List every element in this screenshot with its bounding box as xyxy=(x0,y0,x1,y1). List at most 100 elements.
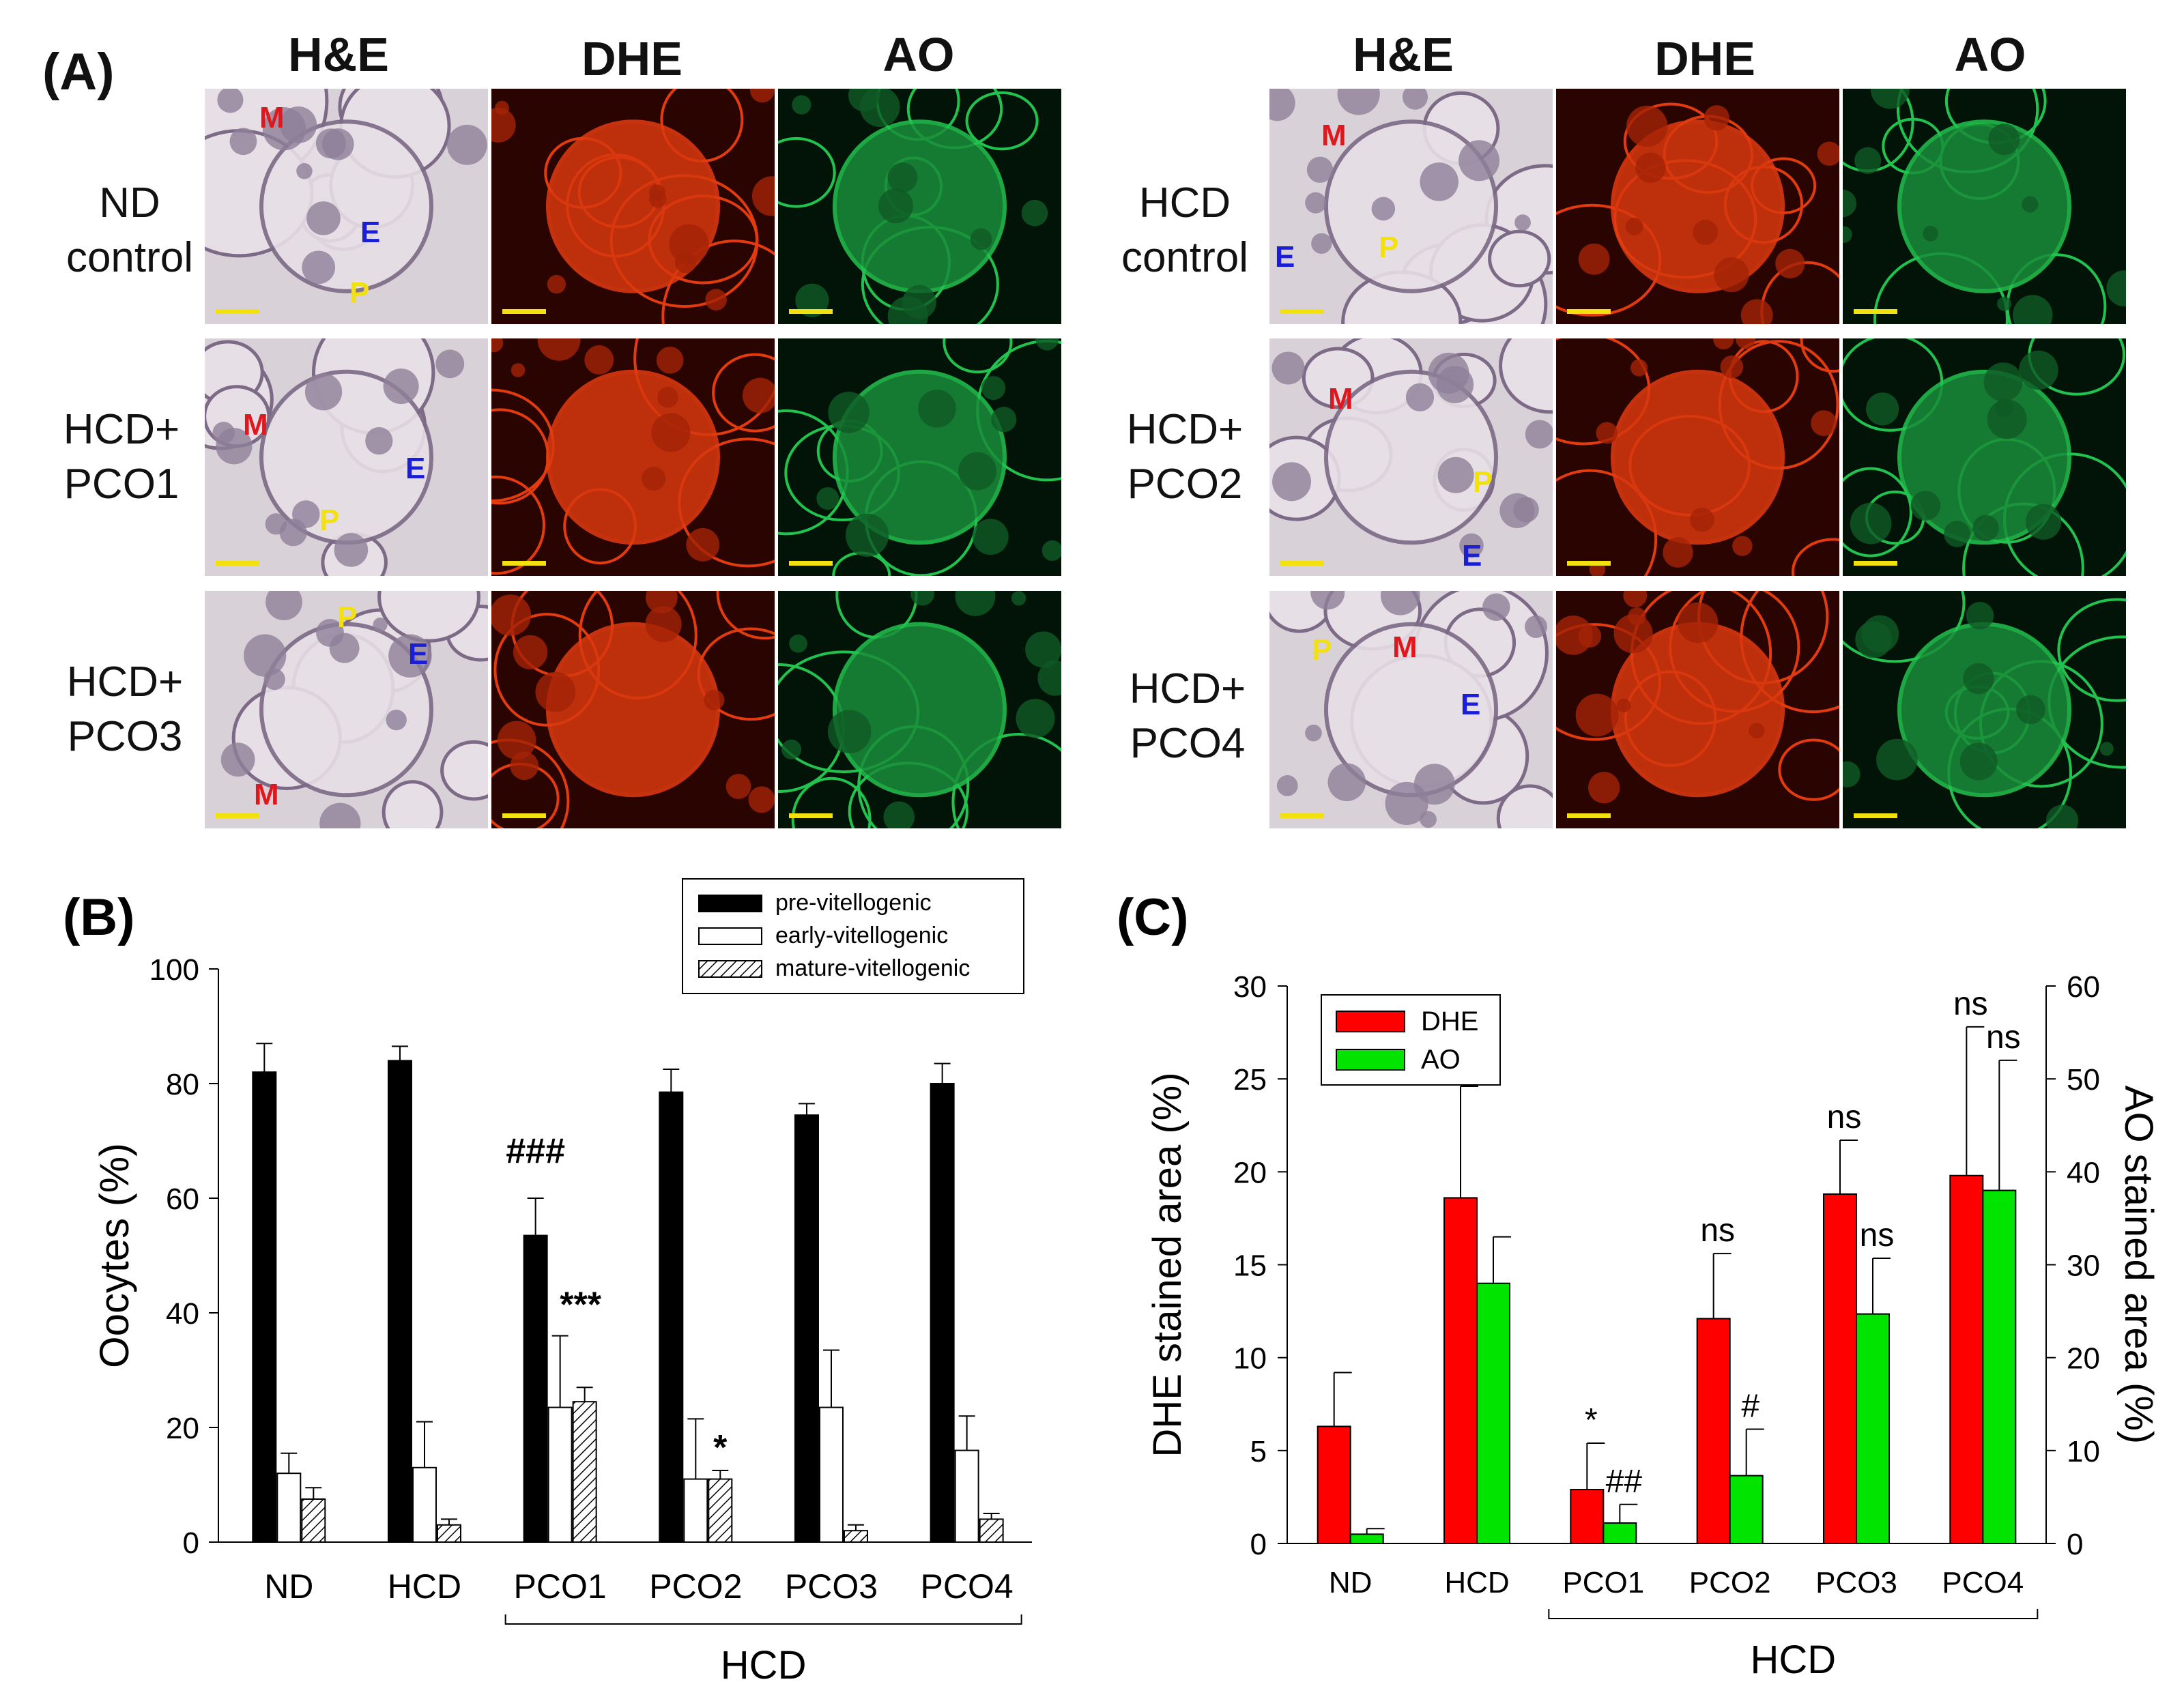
bar-pre-vitellogenic-PCO4 xyxy=(930,1083,955,1543)
scale-bar xyxy=(1854,561,1897,566)
legend-label: AO xyxy=(1421,1045,1461,1075)
y2-tick-label: 20 xyxy=(2067,1342,2100,1376)
legend-label: DHE xyxy=(1421,1006,1478,1036)
col-head-ao-left: AO xyxy=(882,28,955,81)
scale-bar xyxy=(1854,813,1897,818)
annotation: ### xyxy=(506,1131,565,1171)
y2-tick-label: 30 xyxy=(2067,1249,2100,1283)
bar-mature-vitellogenic-HCD xyxy=(436,1524,461,1543)
micrograph-right-dhe-1 xyxy=(1556,338,1839,576)
x-tick-label: PCO2 xyxy=(1689,1566,1771,1599)
marker-m: M xyxy=(1328,382,1353,416)
scale-bar xyxy=(1567,561,1611,566)
x-tick-label: PCO4 xyxy=(1942,1566,2024,1599)
micrograph-left-ao-0 xyxy=(778,89,1061,324)
marker-m: M xyxy=(1392,630,1418,664)
y-axis-label: DHE stained area (%) xyxy=(1145,1072,1190,1457)
bar-early-vitellogenic-PCO3 xyxy=(818,1406,844,1543)
legend-swatch xyxy=(698,960,762,978)
marker-p: P xyxy=(1312,633,1332,667)
bar-DHE-ND xyxy=(1317,1425,1351,1544)
bar-pre-vitellogenic-HCD xyxy=(387,1060,412,1543)
marker-p: P xyxy=(349,276,370,310)
bar-early-vitellogenic-PCO1 xyxy=(547,1406,573,1543)
y2-tick-label: 10 xyxy=(2067,1435,2100,1468)
bar-pre-vitellogenic-PCO1 xyxy=(523,1234,548,1543)
marker-p: P xyxy=(1379,231,1399,264)
col-head-dhe-right: DHE xyxy=(1654,32,1755,85)
micrograph-right-ao-1 xyxy=(1843,338,2126,576)
scale-bar xyxy=(789,561,833,566)
micrograph-right-ao-2 xyxy=(1843,591,2126,828)
bar-mature-vitellogenic-PCO4 xyxy=(979,1518,1004,1543)
scale-bar xyxy=(216,309,259,314)
bar-AO-PCO2 xyxy=(1729,1475,1764,1544)
marker-e: E xyxy=(1462,539,1482,572)
marker-e: E xyxy=(405,452,426,485)
annotation: ns xyxy=(1986,1019,2021,1056)
bar-early-vitellogenic-HCD xyxy=(412,1466,437,1543)
y2-tick-label: 40 xyxy=(2067,1156,2100,1189)
x-tick-label: PCO3 xyxy=(1815,1566,1897,1599)
scale-bar xyxy=(789,309,833,314)
marker-p: P xyxy=(319,504,340,537)
micrograph-left-ao-1 xyxy=(778,338,1061,576)
micrograph-left-ao-2 xyxy=(778,591,1061,828)
y2-tick-label: 60 xyxy=(2067,970,2100,1004)
bar-mature-vitellogenic-PCO2 xyxy=(708,1478,733,1543)
chart-b: (B) 0 20 40 60 80 100 Oocytes (%) ND HCD PCO1 PCO2… xyxy=(63,878,1032,1687)
y-axis-label: Oocytes (%) xyxy=(91,1143,137,1368)
scale-bar xyxy=(1567,309,1611,314)
marker-m: M xyxy=(243,408,268,441)
micrograph-right-he-0 xyxy=(1269,89,1553,324)
legend-swatch xyxy=(698,895,762,912)
y-tick-label: 10 xyxy=(1233,1342,1267,1376)
annotation: ns xyxy=(1700,1213,1735,1249)
micrograph-left-dhe-2 xyxy=(491,591,775,828)
bar-AO-PCO1 xyxy=(1603,1522,1637,1545)
y2-tick-label: 50 xyxy=(2067,1063,2100,1097)
panel-b-letter: (B) xyxy=(63,888,135,946)
col-head-ao-right: AO xyxy=(1954,28,2026,81)
y-tick-label: 15 xyxy=(1233,1249,1267,1283)
bar-early-vitellogenic-ND xyxy=(276,1473,302,1543)
scale-bar xyxy=(1567,813,1611,818)
y-tick-label: 5 xyxy=(1250,1435,1267,1468)
y2-tick-label: 0 xyxy=(2067,1528,2083,1561)
y-tick-label: 0 xyxy=(1250,1528,1267,1561)
micrograph-right-dhe-0 xyxy=(1556,89,1839,324)
annotation: *** xyxy=(560,1286,601,1325)
chart-c: (C) 0 5 10 15 20 25 30 0 10 20 30 40 50 60 DHE stained… xyxy=(1117,888,2161,1682)
micrograph-left-dhe-1 xyxy=(491,338,775,576)
bar-early-vitellogenic-PCO2 xyxy=(683,1478,708,1543)
bar-DHE-HCD xyxy=(1443,1197,1478,1544)
y-tick-label: 25 xyxy=(1233,1063,1267,1097)
legend-swatch xyxy=(1336,1011,1405,1032)
y-tick-label: 60 xyxy=(166,1183,199,1216)
bar-pre-vitellogenic-PCO3 xyxy=(794,1114,819,1543)
scale-bar xyxy=(1280,813,1324,818)
x-tick-label: HCD xyxy=(388,1567,461,1606)
row-label-hcd-control: HCD control xyxy=(1121,179,1249,281)
y-tick-label: 80 xyxy=(166,1068,199,1101)
x-tick-label: PCO2 xyxy=(649,1567,742,1606)
scale-bar xyxy=(502,561,546,566)
x-tick-label: HCD xyxy=(1444,1566,1509,1599)
legend-label: mature-vitellogenic xyxy=(775,955,970,981)
marker-p: P xyxy=(1473,465,1493,499)
micrograph-left-he-2 xyxy=(205,591,488,828)
micrograph-right-ao-0 xyxy=(1843,89,2126,324)
y-tick-label: 100 xyxy=(149,953,199,987)
bar-DHE-PCO2 xyxy=(1696,1318,1731,1545)
scale-bar xyxy=(502,813,546,818)
x-tick-label: ND xyxy=(264,1567,313,1606)
marker-e: E xyxy=(1461,688,1481,721)
panel-c-letter: (C) xyxy=(1117,888,1189,946)
micrograph-right-he-2 xyxy=(1269,591,1553,828)
y-tick-label: 30 xyxy=(1233,970,1267,1004)
bar-DHE-PCO1 xyxy=(1570,1489,1605,1544)
bar-pre-vitellogenic-ND xyxy=(252,1071,277,1543)
row-label-hcd-pco2: HCD+ PCO2 xyxy=(1126,406,1244,508)
legend-label: early-vitellogenic xyxy=(775,923,948,948)
annotation: ns xyxy=(1953,986,1988,1022)
